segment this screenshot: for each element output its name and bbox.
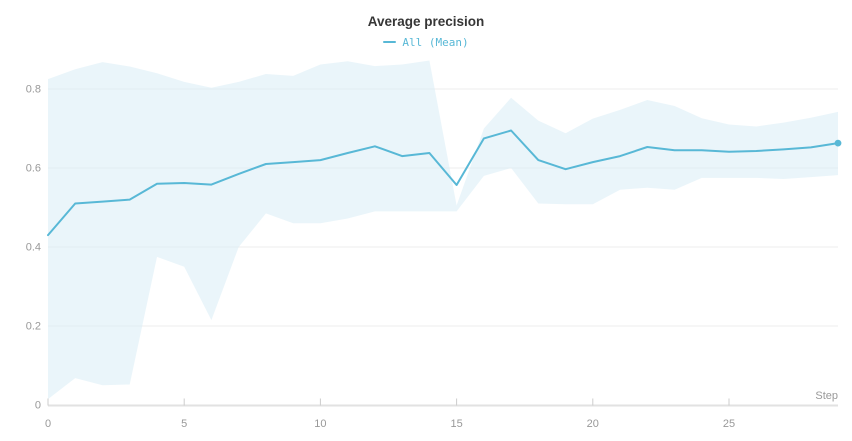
x-axis-title: Step — [815, 390, 838, 402]
svg-text:20: 20 — [587, 418, 599, 430]
svg-text:0.8: 0.8 — [26, 84, 41, 96]
svg-text:0.2: 0.2 — [26, 321, 41, 333]
svg-text:10: 10 — [314, 418, 326, 430]
last-point-marker[interactable] — [834, 139, 842, 147]
svg-text:0: 0 — [45, 418, 51, 430]
x-axis-labels: 0 5 10 15 20 25 — [45, 418, 735, 430]
legend-label: All (Mean) — [402, 35, 469, 49]
svg-text:5: 5 — [181, 418, 187, 430]
legend-item-all-mean[interactable]: All (Mean) — [383, 35, 469, 49]
mean-line[interactable] — [47, 129, 839, 237]
legend-line-swatch-icon — [383, 41, 397, 44]
x-axis-ticks — [47, 398, 730, 406]
svg-text:15: 15 — [450, 418, 462, 430]
svg-text:0.6: 0.6 — [26, 163, 41, 175]
range-band — [48, 60, 838, 400]
y-axis-labels: 0 0.2 0.4 0.6 0.8 — [26, 84, 41, 412]
svg-text:0.4: 0.4 — [26, 242, 41, 254]
svg-text:25: 25 — [723, 418, 735, 430]
svg-text:0: 0 — [35, 400, 41, 412]
